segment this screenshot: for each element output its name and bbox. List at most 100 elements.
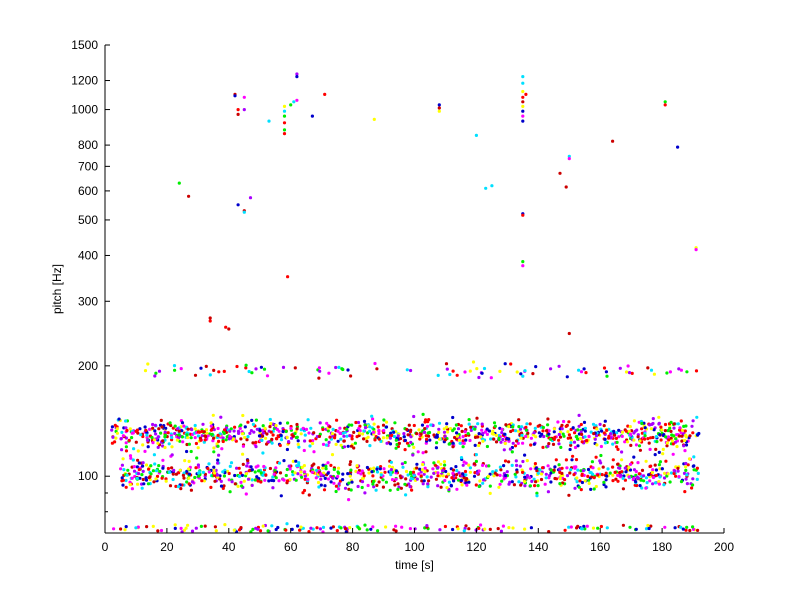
data-point	[356, 420, 361, 425]
data-point	[665, 371, 669, 375]
data-point	[695, 477, 699, 481]
data-point	[451, 369, 455, 373]
data-point	[237, 466, 241, 470]
data-point	[604, 370, 609, 374]
data-point	[371, 482, 375, 486]
data-point	[324, 464, 328, 468]
data-point	[422, 479, 426, 483]
data-point	[185, 469, 189, 473]
data-point	[651, 417, 655, 421]
data-point	[684, 443, 689, 447]
data-point	[375, 470, 380, 474]
outlier-point	[282, 128, 287, 132]
data-point	[434, 435, 438, 439]
data-point	[473, 427, 477, 431]
data-point	[536, 484, 540, 488]
data-point	[326, 471, 330, 475]
data-point	[124, 441, 128, 445]
data-point	[274, 423, 278, 428]
data-point	[136, 482, 140, 486]
data-point	[524, 425, 528, 429]
data-point	[415, 432, 419, 436]
data-point	[238, 426, 242, 431]
data-point	[514, 475, 518, 479]
data-point	[415, 477, 419, 481]
data-point	[620, 430, 625, 434]
data-point	[427, 479, 431, 483]
data-point	[649, 427, 654, 431]
data-point	[187, 482, 191, 486]
data-point	[190, 428, 194, 432]
data-point	[130, 487, 134, 491]
data-point	[695, 466, 700, 470]
data-point	[229, 461, 234, 465]
data-point	[310, 470, 314, 474]
data-point	[436, 474, 440, 478]
data-point	[666, 429, 670, 433]
data-point	[645, 481, 649, 485]
data-point	[461, 472, 465, 476]
data-point	[331, 476, 335, 480]
data-point	[528, 422, 532, 426]
data-point	[348, 434, 352, 438]
data-point	[426, 420, 430, 424]
data-point	[643, 426, 647, 430]
data-point	[508, 447, 512, 451]
data-point	[538, 468, 542, 472]
data-point	[370, 470, 374, 474]
outlier-point	[286, 275, 290, 279]
data-point	[179, 526, 183, 531]
data-point	[143, 369, 148, 373]
data-point	[278, 443, 282, 448]
data-point	[244, 366, 248, 370]
data-point	[296, 442, 300, 446]
data-point	[423, 470, 427, 474]
data-point	[200, 429, 204, 434]
data-point	[350, 423, 354, 427]
data-point	[533, 426, 537, 430]
data-point	[691, 477, 695, 481]
data-point	[143, 449, 147, 453]
data-point	[549, 480, 553, 484]
data-point	[296, 472, 300, 476]
data-point	[464, 473, 468, 477]
data-point	[672, 422, 676, 426]
data-point	[564, 458, 569, 462]
data-point	[498, 465, 502, 469]
data-point	[355, 464, 359, 468]
data-point	[545, 429, 549, 433]
data-point	[317, 434, 322, 438]
data-point	[694, 369, 699, 373]
data-point	[319, 472, 323, 476]
outlier-point	[289, 103, 293, 107]
data-point	[237, 528, 242, 532]
data-point	[373, 361, 377, 366]
data-point	[157, 427, 161, 431]
data-point	[491, 432, 495, 436]
data-point	[178, 468, 182, 472]
data-point	[655, 440, 659, 444]
data-point	[418, 437, 422, 441]
data-point	[213, 479, 217, 483]
data-point	[673, 469, 677, 473]
data-point	[582, 473, 586, 477]
data-point	[160, 476, 164, 480]
data-point	[295, 464, 299, 468]
data-point	[350, 437, 354, 441]
data-point	[467, 422, 471, 426]
data-point	[212, 368, 216, 372]
data-point	[687, 457, 692, 461]
data-point	[602, 366, 607, 370]
outlier-point	[224, 325, 228, 329]
outlier-point	[372, 117, 376, 121]
data-point	[346, 472, 350, 476]
data-point	[483, 430, 487, 434]
data-point	[569, 441, 573, 445]
data-point	[468, 470, 472, 474]
data-point	[668, 426, 672, 430]
data-point	[245, 438, 249, 442]
data-point	[279, 433, 283, 437]
data-point	[186, 523, 190, 527]
data-point	[547, 429, 551, 433]
data-point	[230, 480, 234, 484]
